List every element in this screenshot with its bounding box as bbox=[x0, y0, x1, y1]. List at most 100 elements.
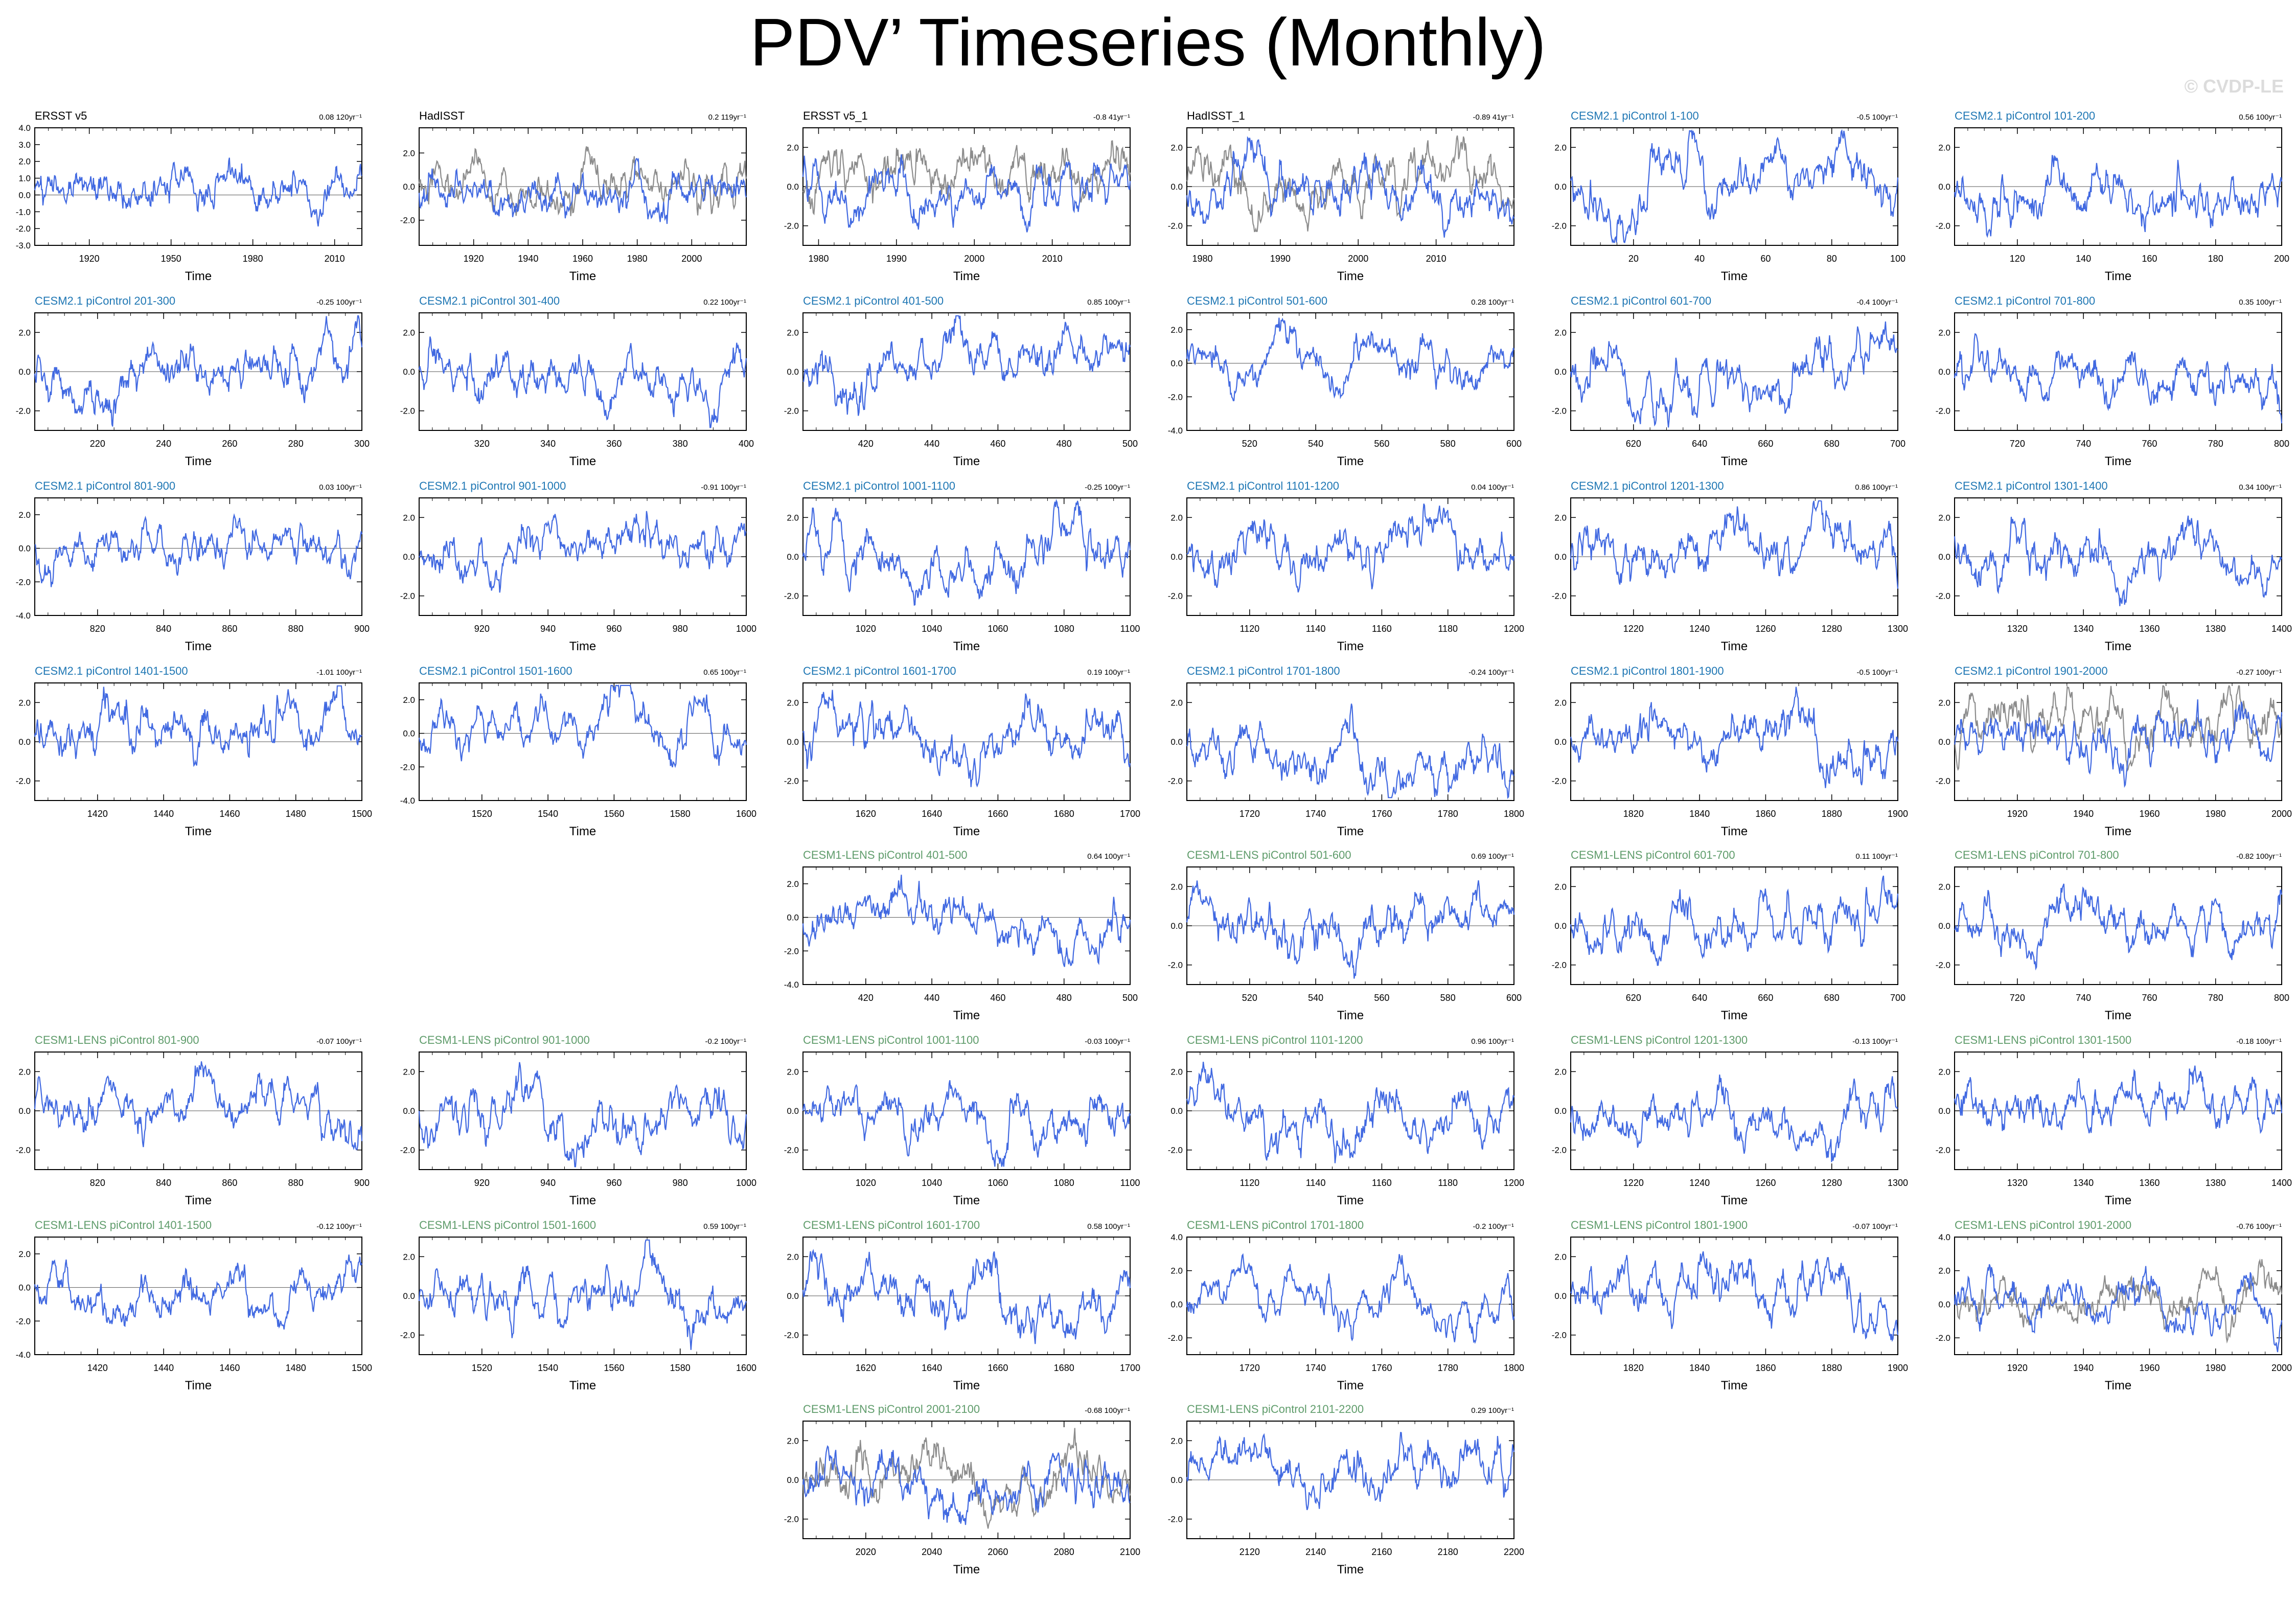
x-axis-label: Time bbox=[2105, 1009, 2131, 1022]
y-tick-label: 0.0 bbox=[1170, 359, 1183, 369]
x-tick-label: 1040 bbox=[922, 624, 942, 634]
x-tick-label: 2080 bbox=[1054, 1547, 1074, 1557]
x-tick-label: 860 bbox=[222, 624, 237, 634]
x-tick-label: 800 bbox=[2274, 993, 2289, 1003]
x-tick-label: 1260 bbox=[1755, 1178, 1776, 1188]
y-tick-label: 0.0 bbox=[1170, 552, 1183, 562]
panel-trend: 0.04 100yr⁻¹ bbox=[1471, 483, 1514, 492]
x-axis-label: Time bbox=[569, 1379, 596, 1392]
y-tick-label: 2.0 bbox=[787, 513, 799, 522]
x-tick-label: 1100 bbox=[1120, 624, 1140, 634]
x-tick-label: 1940 bbox=[2073, 1363, 2094, 1373]
x-tick-label: 1300 bbox=[1888, 624, 1908, 634]
x-tick-label: 700 bbox=[1890, 439, 1905, 449]
x-tick-label: 920 bbox=[474, 624, 490, 634]
x-tick-label: 1020 bbox=[856, 1178, 876, 1188]
x-tick-label: 1980 bbox=[1192, 254, 1212, 264]
x-tick-label: 1220 bbox=[1623, 624, 1644, 634]
pdv-series-line bbox=[418, 1239, 747, 1350]
y-tick-label: 2.0 bbox=[1554, 513, 1567, 522]
y-tick-label: 2.0 bbox=[1938, 1067, 1950, 1077]
x-tick-label: 560 bbox=[1374, 993, 1389, 1003]
timeseries-panel: CESM1-LENS piControl 1601-1700 0.58 100yr… bbox=[784, 1219, 1140, 1392]
x-tick-label: 760 bbox=[2142, 993, 2157, 1003]
x-tick-label: 1380 bbox=[2206, 1178, 2226, 1188]
panel-trend: 0.11 100yr⁻¹ bbox=[1855, 852, 1898, 861]
x-tick-label: 2180 bbox=[1438, 1547, 1458, 1557]
panel-title: CESM2.1 piControl 1401-1500 bbox=[35, 665, 188, 677]
y-tick-label: -2.0 bbox=[1552, 1146, 1567, 1155]
x-tick-label: 200 bbox=[2274, 254, 2289, 264]
panel-trend: 0.19 100yr⁻¹ bbox=[1087, 668, 1130, 677]
x-axis-label: Time bbox=[953, 269, 980, 283]
panel-trend: -0.12 100yr⁻¹ bbox=[316, 1222, 362, 1231]
y-tick-label: 0.0 bbox=[1554, 182, 1567, 192]
y-tick-label: 2.0 bbox=[1554, 698, 1567, 707]
pdv-series-line bbox=[34, 513, 363, 587]
panel-title: CESM2.1 piControl 101-200 bbox=[1955, 109, 2095, 122]
y-tick-label: 2.0 bbox=[1938, 698, 1950, 707]
panel-trend: -0.25 100yr⁻¹ bbox=[1085, 483, 1130, 492]
x-axis-label: Time bbox=[1721, 825, 1748, 838]
y-tick-label: 0.0 bbox=[18, 544, 31, 554]
panel-title: CESM2.1 piControl 201-300 bbox=[35, 294, 175, 307]
y-tick-label: -4.0 bbox=[16, 611, 31, 621]
timeseries-panel: CESM2.1 piControl 901-1000 -0.91 100yr⁻¹ -… bbox=[400, 479, 756, 653]
timeseries-panel: CESM1-LENS piControl 2001-2100 -0.68 100y… bbox=[784, 1403, 1140, 1576]
x-tick-label: 620 bbox=[1626, 439, 1641, 449]
x-tick-label: 1360 bbox=[2139, 624, 2160, 634]
x-tick-label: 1620 bbox=[856, 809, 876, 819]
x-axis-label: Time bbox=[1337, 1009, 1364, 1022]
x-tick-label: 520 bbox=[1242, 439, 1257, 449]
x-axis-label: Time bbox=[1337, 269, 1364, 283]
pdv-series-line bbox=[1954, 1065, 2283, 1134]
x-tick-label: 1500 bbox=[352, 809, 372, 819]
y-tick-label: 0.0 bbox=[1170, 921, 1183, 931]
x-tick-label: 1950 bbox=[161, 254, 181, 264]
panel-trend: -0.91 100yr⁻¹ bbox=[701, 483, 746, 492]
timeseries-panel: CESM2.1 piControl 1601-1700 0.19 100yr⁻¹ -… bbox=[784, 665, 1140, 838]
y-tick-label: 0.0 bbox=[403, 729, 415, 739]
timeseries-panel: CESM1-LENS piControl 1301-1500 -0.18 100y… bbox=[1936, 1034, 2292, 1207]
y-tick-label: 2.0 bbox=[1170, 1436, 1183, 1446]
y-tick-label: -2.0 bbox=[1552, 961, 1567, 970]
x-axis-label: Time bbox=[2105, 454, 2131, 468]
panel-trend: -0.82 100yr⁻¹ bbox=[2236, 852, 2282, 861]
x-tick-label: 1400 bbox=[2271, 624, 2292, 634]
x-tick-label: 1280 bbox=[1822, 1178, 1842, 1188]
x-tick-label: 300 bbox=[354, 439, 370, 449]
pdv-series-line bbox=[1570, 129, 1899, 244]
panel-trend: -0.18 100yr⁻¹ bbox=[2236, 1037, 2282, 1046]
x-tick-label: 40 bbox=[1694, 254, 1705, 264]
y-tick-label: -2.0 bbox=[1168, 221, 1183, 231]
y-tick-label: -2.0 bbox=[1936, 1146, 1950, 1155]
x-tick-label: 880 bbox=[288, 1178, 304, 1188]
x-tick-label: 520 bbox=[1242, 993, 1257, 1003]
pdv-series-line bbox=[34, 685, 362, 767]
timeseries-panel: CESM1-LENS piControl 1701-1800 -0.2 100yr… bbox=[1168, 1219, 1524, 1392]
y-tick-label: 0.0 bbox=[1938, 367, 1950, 377]
x-axis-label: Time bbox=[953, 639, 980, 653]
x-tick-label: 260 bbox=[222, 439, 237, 449]
panel-trend: 0.59 100yr⁻¹ bbox=[703, 1222, 746, 1231]
timeseries-panel: CESM2.1 piControl 1201-1300 0.86 100yr⁻¹ -… bbox=[1552, 479, 1908, 653]
x-tick-label: 1940 bbox=[518, 254, 538, 264]
cvdp-watermark: © CVDP-LE bbox=[2184, 76, 2284, 97]
reference-series-line bbox=[802, 140, 1131, 216]
timeseries-panel: CESM2.1 piControl 301-400 0.22 100yr⁻¹ -2.… bbox=[400, 294, 754, 468]
x-tick-label: 140 bbox=[2076, 254, 2091, 264]
x-tick-label: 960 bbox=[606, 624, 622, 634]
panel-trend: -0.07 100yr⁻¹ bbox=[316, 1037, 362, 1046]
x-tick-label: 920 bbox=[474, 1178, 490, 1188]
pdv-series-line bbox=[802, 1445, 1131, 1525]
y-tick-label: 2.0 bbox=[403, 328, 415, 337]
reference-series-line bbox=[418, 146, 747, 216]
panel-trend: -0.4 100yr⁻¹ bbox=[1857, 298, 1898, 307]
x-tick-label: 1990 bbox=[1270, 254, 1291, 264]
x-tick-label: 980 bbox=[673, 624, 688, 634]
y-tick-label: 2.0 bbox=[403, 1067, 415, 1077]
x-tick-label: 1140 bbox=[1306, 624, 1326, 634]
panel-trend: 0.2 119yr⁻¹ bbox=[708, 113, 746, 122]
panel-title: CESM2.1 piControl 601-700 bbox=[1571, 294, 1711, 307]
pdv-series-line bbox=[1186, 703, 1514, 799]
